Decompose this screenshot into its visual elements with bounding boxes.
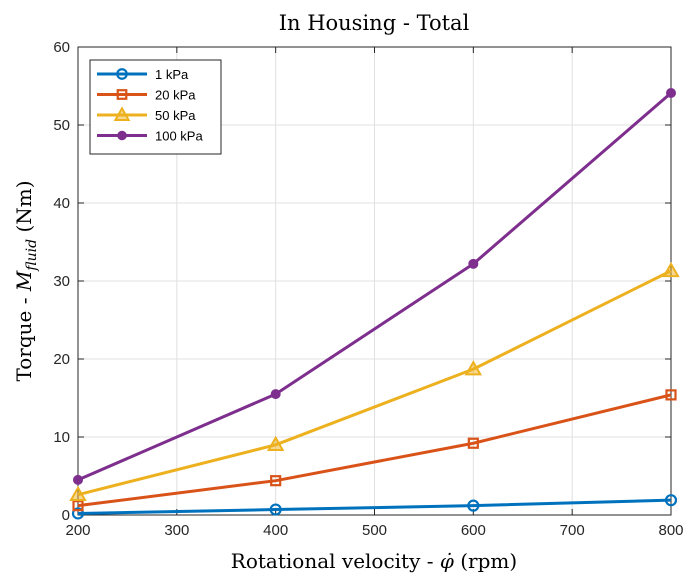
data-point-marker bbox=[73, 474, 83, 485]
x-axis-label: Rotational velocity - φ̇ (rpm) bbox=[231, 549, 517, 573]
y-tick-label: 50 bbox=[53, 117, 70, 134]
x-tick-label: 300 bbox=[164, 522, 189, 539]
chart-title: In Housing - Total bbox=[279, 11, 470, 35]
legend-label: 1 kPa bbox=[155, 67, 189, 82]
data-point-marker bbox=[467, 499, 480, 512]
legend-label: 100 kPa bbox=[155, 129, 203, 144]
legend-item: 20 kPa bbox=[97, 88, 196, 103]
data-point-marker bbox=[468, 258, 479, 269]
legend-item: 1 kPa bbox=[97, 67, 189, 82]
y-tick-label: 40 bbox=[53, 195, 70, 212]
series-line bbox=[77, 393, 672, 508]
series-line bbox=[77, 498, 672, 515]
legend-label: 50 kPa bbox=[155, 108, 196, 123]
data-point-marker bbox=[69, 485, 87, 501]
data-point-marker bbox=[662, 261, 680, 278]
data-point-marker bbox=[269, 503, 282, 516]
legend-item: 100 kPa bbox=[97, 129, 203, 144]
series-1-kpa bbox=[71, 494, 678, 520]
series-100-kpa bbox=[73, 88, 676, 485]
data-point-marker bbox=[116, 89, 128, 100]
y-axis-label: Torque - Mfluid (Nm) bbox=[12, 180, 40, 381]
y-tick-label: 30 bbox=[53, 273, 70, 290]
x-tick-label: 800 bbox=[658, 522, 683, 539]
data-point-marker bbox=[270, 389, 281, 400]
legend-label: 20 kPa bbox=[155, 88, 196, 103]
data-point-marker bbox=[116, 68, 128, 80]
x-tick-label: 600 bbox=[461, 522, 486, 539]
legend-item: 50 kPa bbox=[97, 106, 196, 123]
data-point-marker bbox=[270, 475, 282, 487]
x-tick-label: 700 bbox=[560, 522, 585, 539]
series-group bbox=[69, 88, 680, 520]
data-point-marker bbox=[467, 437, 479, 449]
data-point-marker bbox=[72, 500, 84, 512]
data-point-marker bbox=[117, 130, 127, 141]
y-tick-label: 60 bbox=[53, 39, 70, 56]
series-50-kpa bbox=[69, 261, 680, 501]
data-point-marker bbox=[266, 435, 285, 452]
data-point-marker bbox=[113, 106, 131, 121]
data-point-marker bbox=[665, 389, 677, 401]
legend-box bbox=[89, 59, 222, 155]
series-line bbox=[77, 269, 672, 497]
data-point-marker bbox=[666, 88, 676, 99]
y-tick-label: 10 bbox=[53, 429, 70, 446]
data-point-marker bbox=[464, 360, 483, 376]
y-tick-label: 0 bbox=[62, 507, 70, 524]
data-point-marker bbox=[664, 494, 678, 507]
y-tick-label: 20 bbox=[53, 351, 70, 368]
x-tick-label: 200 bbox=[65, 522, 90, 539]
x-tick-label: 500 bbox=[362, 522, 387, 539]
series-line bbox=[77, 91, 672, 482]
data-point-marker bbox=[71, 507, 85, 520]
legend: 1 kPa 20 kPa 50 kPa 100 kPa bbox=[89, 59, 222, 155]
x-tick-label: 400 bbox=[263, 522, 288, 539]
series-20-kpa bbox=[72, 389, 677, 512]
